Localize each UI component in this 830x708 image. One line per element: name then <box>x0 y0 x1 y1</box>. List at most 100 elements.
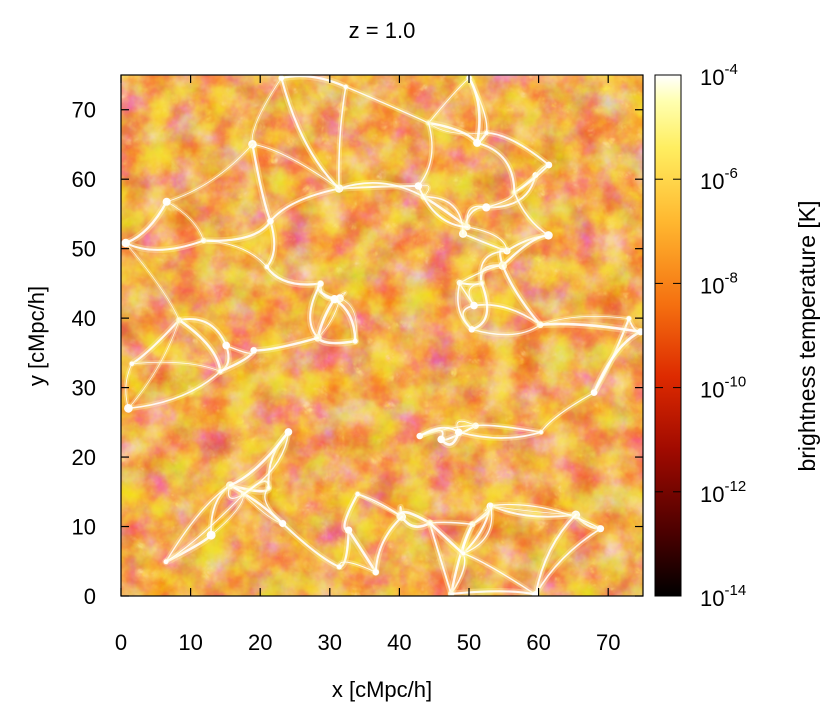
colorbar-tick-label: 10-12 <box>700 478 746 507</box>
filament-core <box>280 76 341 190</box>
filament-network <box>121 75 643 596</box>
filament-node <box>454 428 463 437</box>
filament-core <box>374 515 404 574</box>
filament-node <box>626 316 632 321</box>
heatmap-field <box>121 75 643 596</box>
y-tick-label: 40 <box>72 306 96 331</box>
filament-core <box>428 77 470 124</box>
filament-core <box>131 361 221 372</box>
filament-core <box>177 318 222 373</box>
filament-core <box>269 187 341 223</box>
filament-core <box>470 282 489 331</box>
filament-core <box>471 324 542 336</box>
filament-node <box>278 75 285 81</box>
colorbar-tick-exponent: -10 <box>724 374 746 391</box>
filament-core <box>513 164 550 194</box>
filament-node <box>473 138 482 147</box>
colorbar-tick-exponent: -14 <box>724 582 746 599</box>
filament-core <box>540 392 595 433</box>
filament-core <box>338 86 347 190</box>
filament-core <box>534 513 577 596</box>
filament-node <box>416 432 423 440</box>
filament-node <box>218 369 223 374</box>
filament-core <box>473 303 542 326</box>
y-tick-label: 10 <box>72 515 96 540</box>
filament-core <box>252 336 319 352</box>
filament-core <box>422 195 469 229</box>
filament-core <box>450 590 537 596</box>
filament-node <box>344 526 353 534</box>
colorbar-tick-exponent: -12 <box>724 478 746 495</box>
filament-node <box>468 326 475 333</box>
x-tick-label: 40 <box>387 630 411 655</box>
x-axis-ticks: 0 10 20 30 40 50 60 70 <box>115 75 620 655</box>
filament-core <box>466 226 508 252</box>
filament-core <box>130 319 181 365</box>
chart-title: z = 1.0 <box>349 18 416 43</box>
filament-core <box>467 76 481 145</box>
filament-node <box>532 591 540 596</box>
filament-node <box>372 568 379 576</box>
colorbar-tick-label: 10-4 <box>700 61 738 90</box>
filament-core <box>592 330 642 394</box>
filament-node <box>470 301 478 310</box>
filament-core <box>457 282 473 331</box>
filament-core <box>462 504 493 555</box>
filament-node <box>284 428 293 436</box>
filament-core <box>309 282 322 339</box>
filament-node <box>343 84 348 90</box>
filament-core <box>127 370 222 410</box>
filament-core <box>242 431 290 495</box>
y-tick-label: 30 <box>72 376 96 401</box>
filament-core <box>417 184 469 229</box>
x-axis-label: x [cMpc/h] <box>332 677 432 702</box>
filament-core <box>501 264 542 326</box>
colorbar-tick-base: 10 <box>700 65 724 90</box>
filament-core <box>178 318 228 347</box>
filament-node <box>414 182 423 190</box>
x-tick-label: 60 <box>526 630 550 655</box>
colorbar-tick-label: 10-6 <box>700 165 738 194</box>
filament-core <box>338 181 425 198</box>
filament-core <box>534 527 602 596</box>
filament-core <box>539 316 630 326</box>
filament-node <box>264 264 270 270</box>
filament-node <box>484 130 489 135</box>
filament-node <box>461 551 466 556</box>
colorbar-tick-base: 10 <box>700 273 724 298</box>
filament-core <box>125 242 180 321</box>
filament-core <box>539 322 642 334</box>
filament-core <box>345 86 430 124</box>
filament-core <box>165 484 231 563</box>
filament-core <box>457 431 542 439</box>
y-tick-label: 20 <box>72 445 96 470</box>
filament-core <box>485 131 550 166</box>
filament-node <box>222 341 231 350</box>
filament-node <box>163 559 169 565</box>
filament-node <box>267 217 274 225</box>
filament-core <box>338 184 420 190</box>
filament-node <box>121 238 130 248</box>
filament-core <box>489 504 577 518</box>
colorbar-tick-base: 10 <box>700 378 724 403</box>
filament-core <box>429 521 474 526</box>
y-axis-label: y [cMpc/h] <box>24 286 49 386</box>
filament-core <box>428 122 487 135</box>
colorbar-tick-base: 10 <box>700 169 724 194</box>
y-tick-label: 50 <box>72 237 96 262</box>
filament-core <box>513 191 550 237</box>
filament-node <box>336 564 342 570</box>
filament-core <box>417 122 433 187</box>
filament-node <box>352 338 358 344</box>
x-tick-label: 30 <box>318 630 342 655</box>
x-tick-label: 10 <box>178 630 202 655</box>
filament-core <box>124 239 205 251</box>
x-tick-label: 70 <box>596 630 620 655</box>
colorbar-tick-exponent: -6 <box>724 165 737 182</box>
colorbar-tick-label: 10-8 <box>700 269 738 298</box>
filament-core <box>166 201 204 241</box>
plot-frame <box>120 74 644 597</box>
colorbar-label: brightness temperature [K] <box>794 200 820 471</box>
filament-core <box>476 141 516 194</box>
